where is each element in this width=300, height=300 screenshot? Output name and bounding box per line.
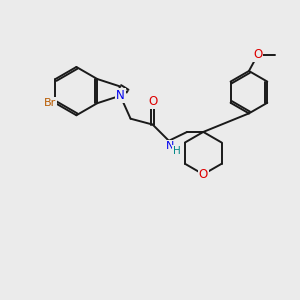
- Text: O: O: [253, 48, 262, 61]
- Text: O: O: [148, 95, 157, 108]
- Text: O: O: [199, 168, 208, 181]
- Text: H: H: [173, 146, 181, 156]
- Text: N: N: [116, 89, 124, 102]
- Text: Br: Br: [44, 98, 56, 108]
- Text: N: N: [166, 141, 175, 151]
